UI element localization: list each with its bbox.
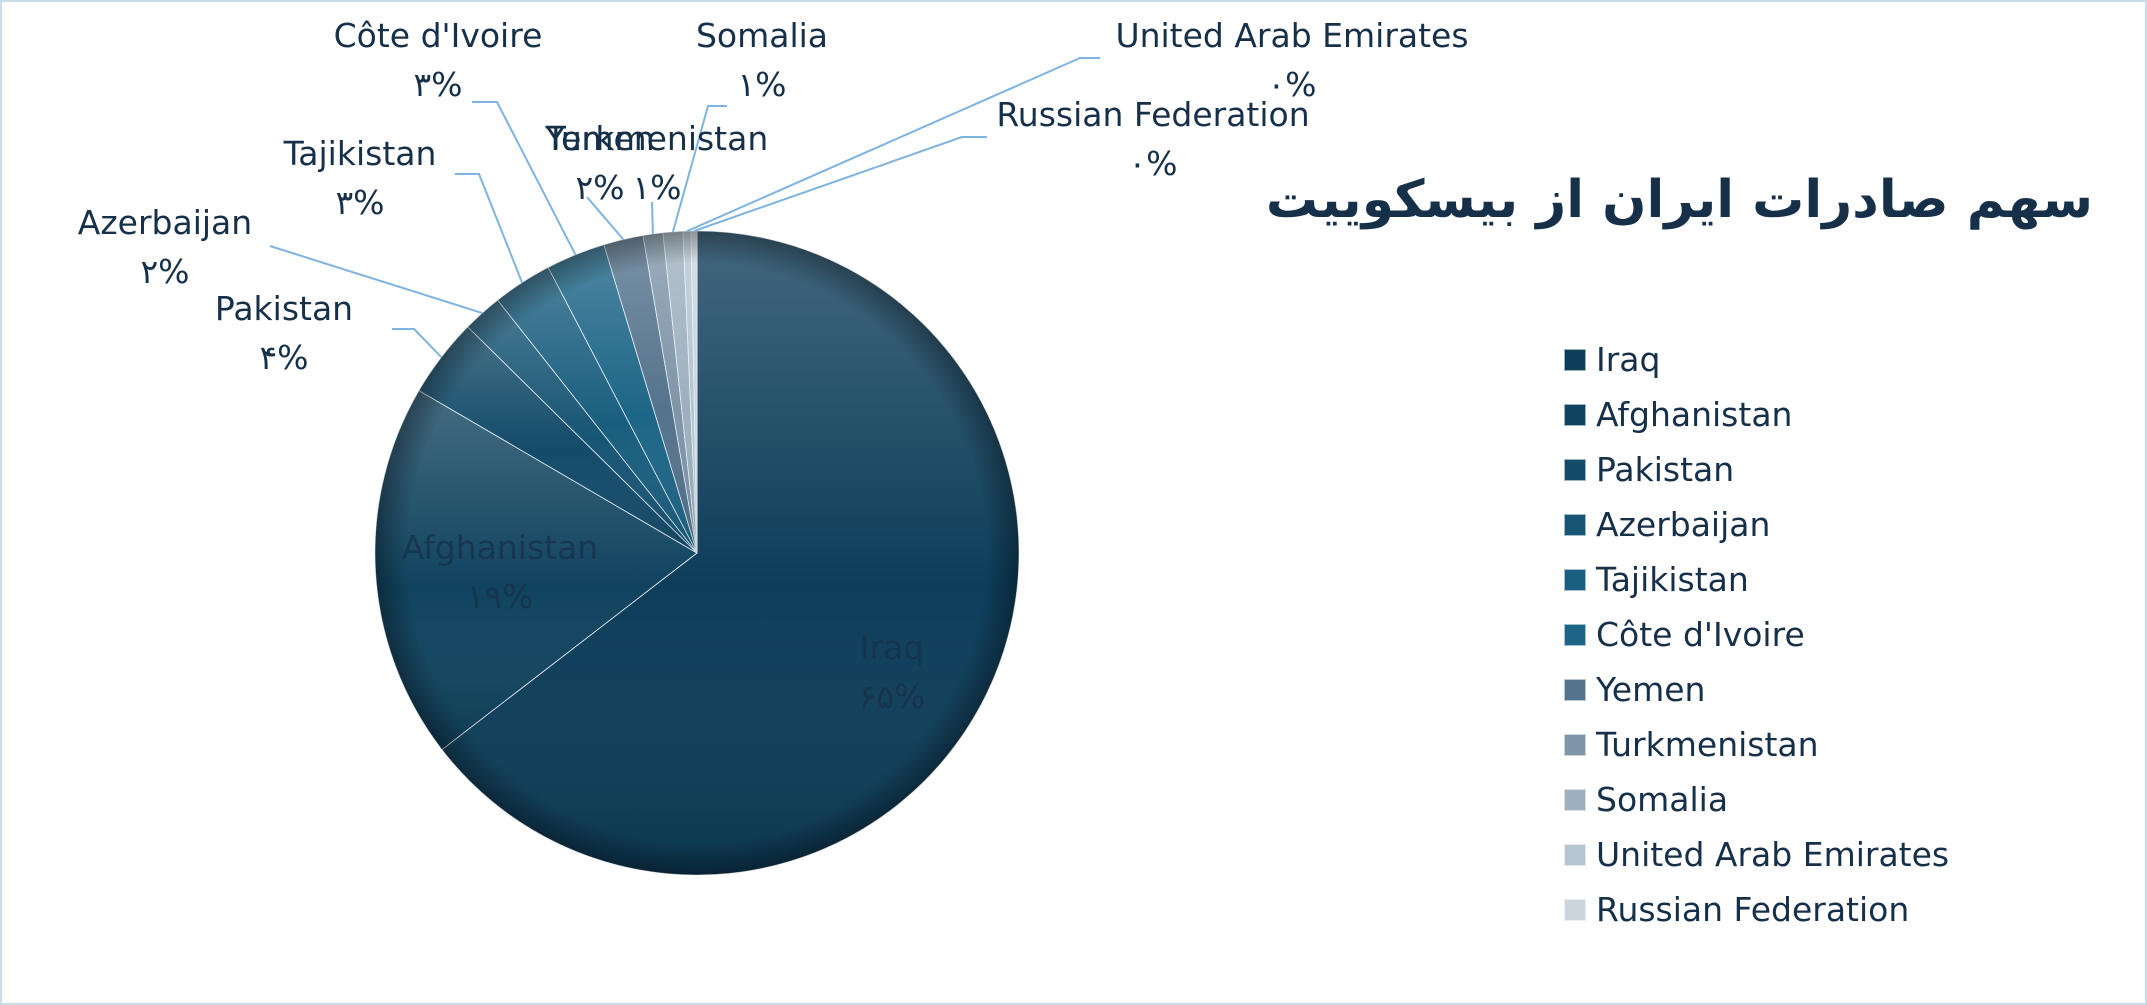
- legend-label-tajikistan: Tajikistan: [1596, 560, 1749, 599]
- legend-swatch-turkmenistan: [1564, 733, 1586, 756]
- legend-item-afghanistan: Afghanistan: [1564, 387, 1949, 442]
- data-value-iraq: ۶۵%: [859, 677, 926, 716]
- data-label-united-arab-emirates: United Arab Emirates: [1115, 16, 1468, 55]
- legend-item-pakistan: Pakistan: [1564, 442, 1949, 497]
- legend-swatch-united-arab-emirates: [1564, 843, 1586, 866]
- data-label-tajikistan: Tajikistan: [283, 134, 437, 173]
- legend-item-azerbaijan: Azerbaijan: [1564, 497, 1949, 552]
- legend-item-somalia: Somalia: [1564, 772, 1949, 827]
- data-value-pakistan: ۴%: [259, 338, 308, 377]
- legend-swatch-c-te-d-ivoire: [1564, 623, 1586, 646]
- leader-line-c-te-d-ivoire: [472, 101, 577, 256]
- data-label-azerbaijan: Azerbaijan: [78, 203, 252, 242]
- legend: Iraq Afghanistan Pakistan Azerbaijan Tajikis…: [1564, 332, 1949, 937]
- leader-line-united-arab-emirates: [686, 57, 1100, 233]
- legend-item-tajikistan: Tajikistan: [1564, 552, 1949, 607]
- data-value-united-arab-emirates: ۰%: [1267, 65, 1316, 104]
- data-label-somalia: Somalia: [696, 16, 828, 55]
- legend-item-c-te-d-ivoire: Côte d'Ivoire: [1564, 607, 1949, 662]
- data-value-azerbaijan: ۲%: [140, 252, 189, 291]
- data-value-russian-federation: ۰%: [1128, 144, 1177, 183]
- data-value-yemen: ۲%: [575, 168, 624, 207]
- legend-label-somalia: Somalia: [1596, 780, 1729, 819]
- legend-swatch-pakistan: [1564, 458, 1586, 481]
- legend-label-united-arab-emirates: United Arab Emirates: [1596, 835, 1950, 874]
- data-label-iraq: Iraq: [860, 628, 924, 667]
- data-value-turkmenistan: ۱%: [632, 168, 681, 207]
- legend-label-afghanistan: Afghanistan: [1596, 395, 1793, 434]
- leader-line-somalia: [671, 105, 727, 233]
- legend-swatch-iraq: [1564, 348, 1586, 371]
- legend-label-c-te-d-ivoire: Côte d'Ivoire: [1596, 615, 1805, 654]
- legend-swatch-azerbaijan: [1564, 513, 1586, 536]
- data-value-tajikistan: ۳%: [335, 183, 384, 222]
- leader-line-turkmenistan: [651, 201, 654, 235]
- data-label-yemen: Yemen: [544, 119, 654, 158]
- data-value-somalia: ۱%: [737, 65, 786, 104]
- leader-line-yemen: [586, 196, 625, 241]
- data-label-pakistan: Pakistan: [215, 289, 353, 328]
- legend-item-russian-federation: Russian Federation: [1564, 882, 1949, 937]
- legend-label-azerbaijan: Azerbaijan: [1596, 505, 1771, 544]
- legend-label-iraq: Iraq: [1596, 340, 1661, 379]
- legend-label-turkmenistan: Turkmenistan: [1596, 725, 1819, 764]
- chart-title: سهم صادرات ایران از بیسکوییت: [1265, 170, 2093, 230]
- data-label-turkmenistan: Turkmenistan: [545, 119, 769, 158]
- data-label-afghanistan: Afghanistan: [402, 528, 598, 567]
- leader-line-russian-federation: [693, 136, 987, 232]
- legend-swatch-yemen: [1564, 678, 1586, 701]
- legend-label-russian-federation: Russian Federation: [1596, 890, 1910, 929]
- legend-swatch-russian-federation: [1564, 898, 1586, 921]
- legend-swatch-afghanistan: [1564, 403, 1586, 426]
- data-value-c-te-d-ivoire: ۳%: [413, 65, 462, 104]
- leader-line-azerbaijan: [269, 245, 483, 315]
- leader-line-tajikistan: [455, 173, 524, 283]
- legend-label-yemen: Yemen: [1596, 670, 1706, 709]
- data-value-afghanistan: ۱۹%: [467, 577, 534, 616]
- legend-label-pakistan: Pakistan: [1596, 450, 1735, 489]
- data-label-c-te-d-ivoire: Côte d'Ivoire: [334, 16, 543, 55]
- data-label-russian-federation: Russian Federation: [996, 95, 1309, 134]
- legend-item-yemen: Yemen: [1564, 662, 1949, 717]
- legend-swatch-tajikistan: [1564, 568, 1586, 591]
- legend-item-turkmenistan: Turkmenistan: [1564, 717, 1949, 772]
- leader-line-pakistan: [392, 328, 443, 358]
- legend-item-iraq: Iraq: [1564, 332, 1949, 387]
- legend-item-united-arab-emirates: United Arab Emirates: [1564, 827, 1949, 882]
- legend-swatch-somalia: [1564, 788, 1586, 811]
